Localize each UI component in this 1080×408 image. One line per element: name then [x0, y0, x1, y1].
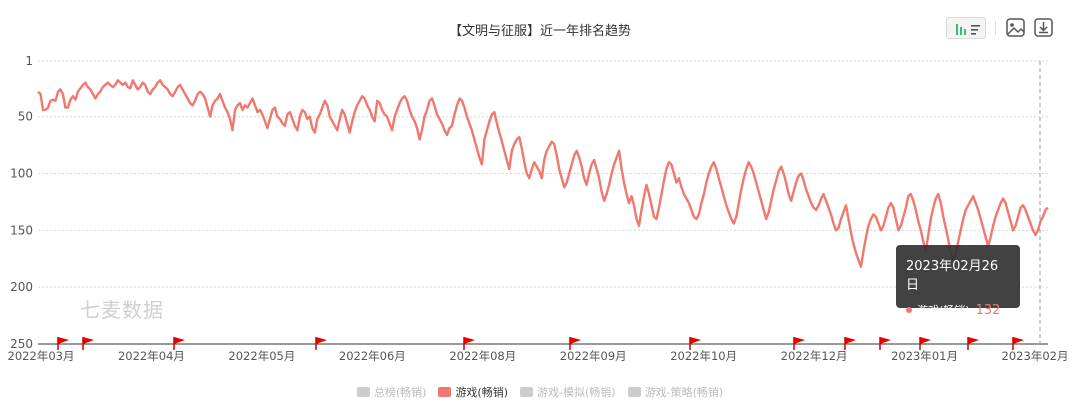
- legend-label: 游戏-策略(畅销): [644, 386, 724, 399]
- x-tick-label: 2023年02月: [1002, 349, 1069, 363]
- legend-swatch: [627, 387, 641, 397]
- flag-marker[interactable]: [57, 337, 69, 350]
- flag-marker[interactable]: [793, 337, 805, 350]
- download-button[interactable]: [1032, 17, 1056, 39]
- y-tick-label: 50: [18, 110, 33, 124]
- legend-item[interactable]: 游戏-模拟(畅销): [520, 384, 616, 400]
- flag-marker[interactable]: [967, 337, 979, 350]
- flag-marker[interactable]: [689, 337, 701, 350]
- x-tick-label: 2022年04月: [118, 349, 185, 363]
- chart-title: 【文明与征服】近一年排名趋势: [448, 24, 631, 39]
- tooltip-series-name: 游戏(畅销): [917, 304, 970, 317]
- x-tick-label: 2022年12月: [781, 349, 848, 363]
- y-tick-label: 200: [10, 280, 33, 294]
- x-tick-label: 2022年08月: [449, 349, 516, 363]
- y-tick-label: 100: [10, 167, 33, 181]
- legend-label: 游戏(畅销): [455, 386, 509, 399]
- bar-chart-icon: [956, 24, 980, 35]
- flag-marker[interactable]: [463, 337, 475, 350]
- legend-swatch: [438, 387, 452, 397]
- flag-marker[interactable]: [315, 337, 327, 350]
- image-icon: [1006, 18, 1025, 37]
- tooltip-value: 132: [975, 303, 1001, 318]
- legend-item[interactable]: 游戏-策略(畅销): [627, 384, 724, 400]
- series-line-游戏畅销: [37, 79, 1049, 268]
- x-tick-label: 2022年05月: [228, 349, 295, 363]
- x-tick-label: 2022年06月: [339, 349, 406, 363]
- flag-marker[interactable]: [879, 337, 891, 350]
- x-tick-label: 2022年10月: [670, 349, 737, 363]
- flag-marker[interactable]: [1012, 337, 1024, 350]
- chart-toolbar: [940, 17, 1080, 47]
- save-image-button[interactable]: [1004, 17, 1028, 39]
- x-tick-label: 2023年01月: [891, 349, 958, 363]
- flag-marker[interactable]: [173, 337, 185, 350]
- watermark: 七麦数据: [80, 298, 164, 322]
- flag-marker[interactable]: [844, 337, 856, 350]
- y-tick-label: 250: [10, 337, 33, 351]
- flag-marker[interactable]: [569, 337, 581, 350]
- legend-item[interactable]: 游戏(畅销): [438, 384, 508, 400]
- chart-type-toggle[interactable]: [946, 17, 986, 39]
- flag-marker[interactable]: [82, 337, 94, 350]
- legend-swatch: [520, 387, 534, 397]
- legend-swatch: [356, 387, 370, 397]
- legend-label: 游戏-模拟(畅销): [537, 386, 616, 399]
- y-tick-label: 150: [10, 223, 33, 237]
- chart-legend: 总榜(畅销) 游戏(畅销) 游戏-模拟(畅销) 游戏-策略(畅销): [0, 384, 1080, 400]
- tooltip-date: 2023年02月26日: [906, 259, 999, 293]
- legend-item[interactable]: 总榜(畅销): [356, 384, 427, 400]
- x-tick-label: 2022年09月: [560, 349, 627, 363]
- download-icon: [1034, 18, 1053, 37]
- tooltip-row: 游戏(畅销) 132: [906, 302, 1010, 318]
- data-tooltip: 2023年02月26日 游戏(畅销) 132: [896, 245, 1020, 318]
- legend-label: 总榜(畅销): [373, 386, 427, 399]
- flag-marker[interactable]: [919, 337, 931, 350]
- tooltip-series-dot: [906, 307, 912, 313]
- x-tick-label: 2022年03月: [8, 349, 75, 363]
- y-tick-label: 1: [25, 54, 33, 68]
